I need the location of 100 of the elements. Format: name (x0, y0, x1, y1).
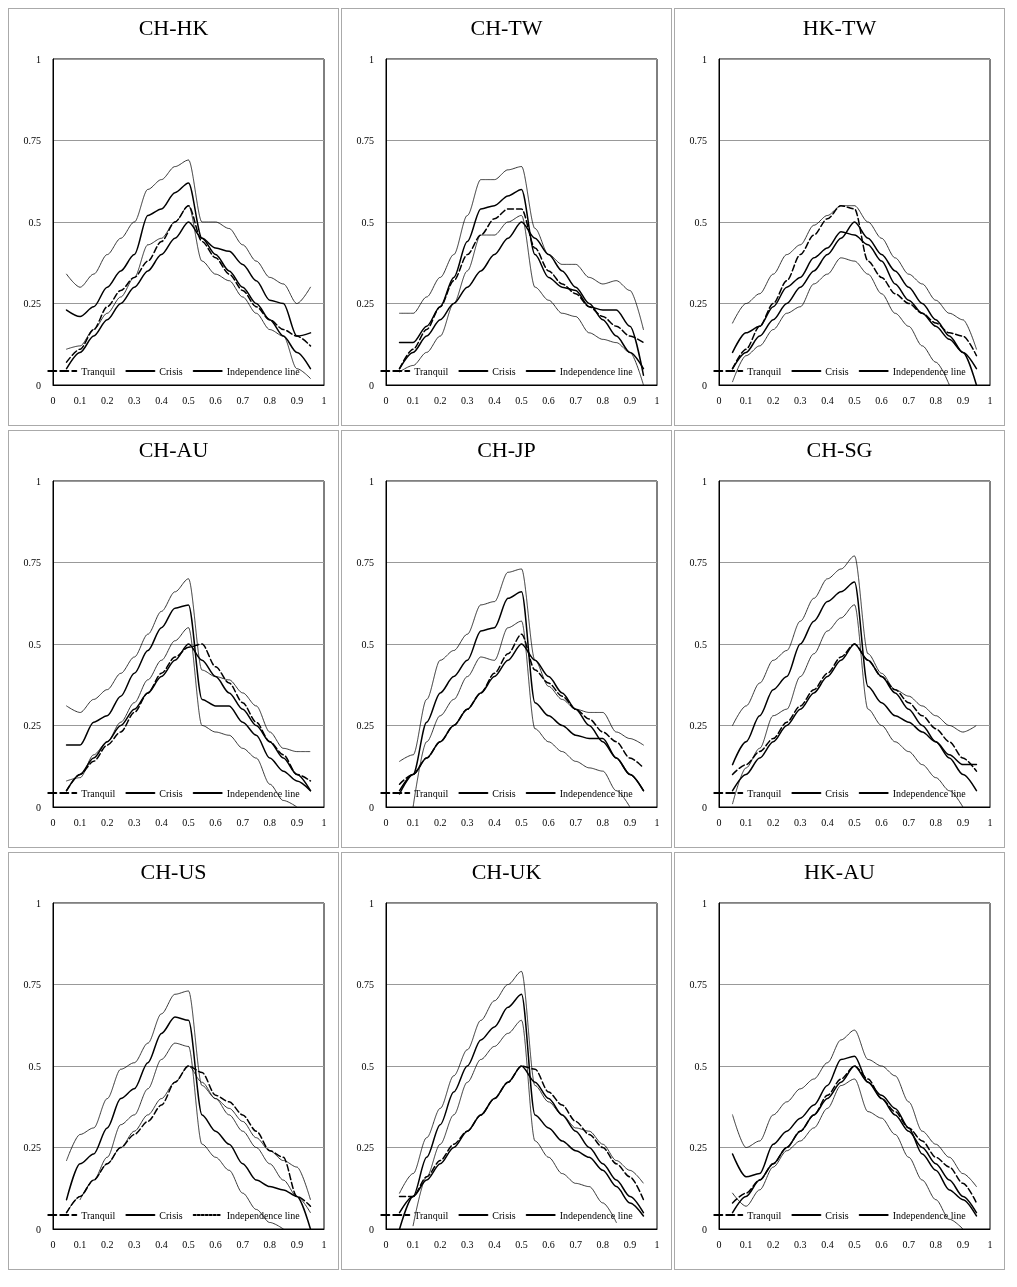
x-tick-label: 1 (654, 816, 660, 828)
y-tick-label: 1 (36, 475, 41, 487)
x-tick-label: 0.4 (821, 1238, 834, 1250)
x-tick-label: 0.3 (794, 1238, 807, 1250)
chart-title: CH-TW (470, 14, 543, 40)
y-tick-label: 0.75 (23, 135, 41, 146)
x-tick-label: 0.5 (515, 1238, 528, 1250)
y-tick-label: 0.75 (23, 979, 41, 990)
y-tick-label: 0 (369, 379, 374, 391)
y-tick-label: 0.5 (28, 216, 41, 228)
y-tick-label: 1 (369, 897, 374, 909)
y-tick-label: 0.75 (689, 979, 707, 990)
y-tick-label: 0 (36, 1223, 41, 1235)
x-tick-label: 0.2 (766, 394, 780, 406)
chart-title: CH-US (140, 858, 207, 884)
legend-label: Independence line (559, 1209, 634, 1221)
x-tick-label: 1 (321, 816, 327, 828)
y-tick-label: 0.25 (356, 1142, 374, 1153)
legend-label: Tranquil (414, 365, 449, 377)
legend-label: Tranquil (81, 787, 116, 799)
x-tick-label: 1 (987, 816, 993, 828)
x-tick-label: 0.1 (73, 816, 87, 828)
x-tick-label: 1 (321, 1238, 327, 1250)
x-tick-label: 0.9 (956, 1238, 970, 1250)
x-tick-label: 0.7 (902, 816, 915, 828)
x-tick-label: 0.3 (128, 1238, 141, 1250)
x-tick-label: 0.8 (929, 1238, 943, 1250)
x-tick-label: 0.1 (739, 394, 753, 406)
y-tick-label: 0.25 (356, 298, 374, 309)
x-tick-label: 0.5 (515, 816, 528, 828)
y-tick-label: 0.75 (689, 557, 707, 568)
x-tick-label: 0.5 (182, 816, 195, 828)
x-tick-label: 0 (716, 1238, 722, 1250)
legend-label: Crisis (492, 365, 516, 377)
x-tick-label: 0.3 (461, 1238, 474, 1250)
x-tick-label: 0.8 (596, 1238, 610, 1250)
x-tick-label: 0.6 (875, 394, 888, 406)
y-tick-label: 0.25 (356, 720, 374, 731)
y-tick-label: 0.75 (356, 557, 374, 568)
x-tick-label: 0.4 (488, 394, 501, 406)
x-tick-label: 0.5 (515, 394, 528, 406)
y-tick-label: 1 (36, 53, 41, 65)
y-tick-label: 0.5 (694, 638, 707, 650)
legend-label: Crisis (825, 787, 849, 799)
chart-title: CH-AU (138, 436, 209, 462)
legend-label: Crisis (159, 1209, 183, 1221)
legend-label: Tranquil (747, 365, 782, 377)
y-tick-label: 0.25 (689, 1142, 707, 1153)
x-tick-label: 0.8 (929, 394, 943, 406)
y-tick-label: 0 (369, 1223, 374, 1235)
x-tick-label: 0.7 (902, 394, 915, 406)
y-tick-label: 0.75 (23, 557, 41, 568)
y-tick-label: 1 (702, 53, 707, 65)
legend-label: Crisis (825, 365, 849, 377)
y-tick-label: 0.75 (356, 135, 374, 146)
x-tick-label: 0.2 (433, 394, 447, 406)
x-tick-label: 1 (321, 394, 327, 406)
x-tick-label: 0.5 (848, 1238, 861, 1250)
y-tick-label: 0 (702, 379, 707, 391)
x-tick-label: 0.2 (766, 1238, 780, 1250)
legend-label: Tranquil (747, 787, 782, 799)
y-tick-label: 0.25 (689, 298, 707, 309)
legend-label: Independence line (226, 365, 301, 377)
x-tick-label: 0.7 (236, 1238, 249, 1250)
x-tick-label: 0.6 (875, 1238, 888, 1250)
x-tick-label: 1 (654, 1238, 660, 1250)
chart-title: HK-TW (802, 14, 877, 40)
y-tick-label: 0.5 (28, 638, 41, 650)
y-tick-label: 1 (369, 475, 374, 487)
y-tick-label: 0 (36, 801, 41, 813)
chart-title: CH-SG (806, 436, 873, 462)
chart-title: CH-JP (477, 436, 536, 462)
x-tick-label: 0.2 (433, 1238, 447, 1250)
x-tick-label: 1 (987, 1238, 993, 1250)
x-tick-label: 0.3 (128, 394, 141, 406)
legend-label: Independence line (226, 1209, 301, 1221)
x-tick-label: 0 (383, 816, 389, 828)
y-tick-label: 1 (36, 897, 41, 909)
y-tick-label: 0.5 (361, 1060, 374, 1072)
legend-label: Crisis (492, 787, 516, 799)
legend-label: Crisis (492, 1209, 516, 1221)
legend-label: Tranquil (81, 365, 116, 377)
x-tick-label: 0.3 (461, 816, 474, 828)
x-tick-label: 0.8 (263, 1238, 277, 1250)
x-tick-label: 0.1 (406, 394, 420, 406)
x-tick-label: 0.1 (739, 816, 753, 828)
x-tick-label: 0 (50, 816, 56, 828)
x-tick-label: 0 (50, 394, 56, 406)
legend-label: Crisis (825, 1209, 849, 1221)
x-tick-label: 0.3 (128, 816, 141, 828)
y-tick-label: 1 (369, 53, 374, 65)
x-tick-label: 0.9 (623, 394, 637, 406)
y-tick-label: 0.25 (23, 1142, 41, 1153)
legend-label: Independence line (892, 787, 967, 799)
legend-label: Independence line (892, 365, 967, 377)
x-tick-label: 0.5 (848, 394, 861, 406)
x-tick-label: 1 (987, 394, 993, 406)
x-tick-label: 0.9 (623, 1238, 637, 1250)
x-tick-label: 0.9 (290, 816, 304, 828)
x-tick-label: 0.6 (209, 1238, 222, 1250)
